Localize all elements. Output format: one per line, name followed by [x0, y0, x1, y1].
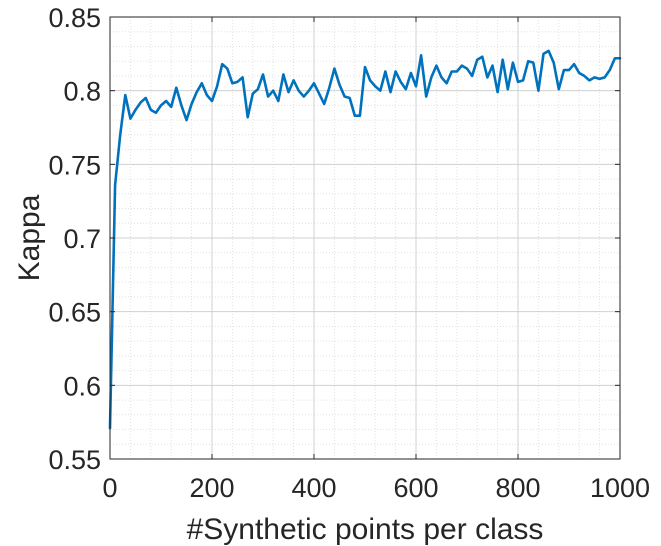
- grid-lines: [110, 17, 620, 459]
- series-lines: [108, 49, 622, 430]
- x-tick-label: 600: [393, 473, 438, 503]
- x-tick-label: 1000: [590, 473, 650, 503]
- x-axis-title: #Synthetic points per class: [187, 513, 544, 546]
- y-tick-label: 0.7: [63, 224, 101, 254]
- y-tick-label: 0.6: [63, 371, 101, 401]
- y-tick-label: 0.65: [48, 298, 101, 328]
- x-tick-label: 0: [102, 473, 117, 503]
- series-line: [108, 49, 622, 430]
- x-tick-label: 800: [495, 473, 540, 503]
- tick-labels: 0 200 400 600 800 1000 0.55 0.6 0.65 0.7 0.75 0.8 0.…: [48, 3, 650, 503]
- x-tick-label: 400: [291, 473, 336, 503]
- y-tick-label: 0.85: [48, 3, 101, 33]
- x-tick-label: 200: [189, 473, 234, 503]
- y-tick-label: 0.75: [48, 150, 101, 180]
- tick-marks: [109, 16, 621, 460]
- y-axis-title: Kappa: [13, 194, 46, 281]
- y-tick-label: 0.55: [48, 445, 101, 475]
- y-tick-label: 0.8: [63, 77, 101, 107]
